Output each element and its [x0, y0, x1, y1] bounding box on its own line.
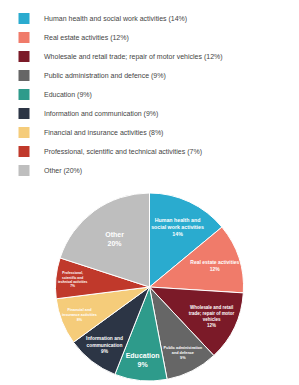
svg-text:Professional, scientific and t: Professional, scientific and technical a… [44, 148, 202, 156]
svg-text:Financial andinsurance activit: Financial andinsurance activities8% [62, 308, 97, 322]
svg-text:Real estate activities12%: Real estate activities12% [190, 259, 239, 271]
svg-text:Real estate activities (12%): Real estate activities (12%) [44, 34, 129, 42]
svg-text:Human health and social work a: Human health and social work activities … [44, 15, 187, 23]
svg-text:Other20%: Other20% [105, 231, 124, 247]
svg-text:Information and communication: Information and communication (9%) [44, 110, 158, 118]
svg-text:Public administrationand defen: Public administrationand defence9% [164, 346, 203, 360]
svg-text:Financial and insurance activi: Financial and insurance activities (8%) [44, 129, 163, 137]
svg-text:Professional,scientific andtec: Professional,scientific andtechnical act… [58, 271, 87, 288]
svg-text:Education9%: Education9% [126, 352, 160, 368]
svg-text:Public administration and defe: Public administration and defence (9%) [44, 72, 166, 80]
svg-text:Education (9%): Education (9%) [44, 91, 92, 99]
svg-text:Wholesale and retailtrade; rep: Wholesale and retailtrade; repair of mot… [189, 305, 235, 327]
svg-text:Other (20%): Other (20%) [44, 167, 82, 175]
svg-text:Information andcommunication9%: Information andcommunication9% [86, 336, 123, 354]
svg-text:Human health andsocial work ac: Human health andsocial work activities14… [151, 217, 204, 237]
svg-text:Wholesale and retail trade; re: Wholesale and retail trade; repair of mo… [44, 53, 223, 61]
